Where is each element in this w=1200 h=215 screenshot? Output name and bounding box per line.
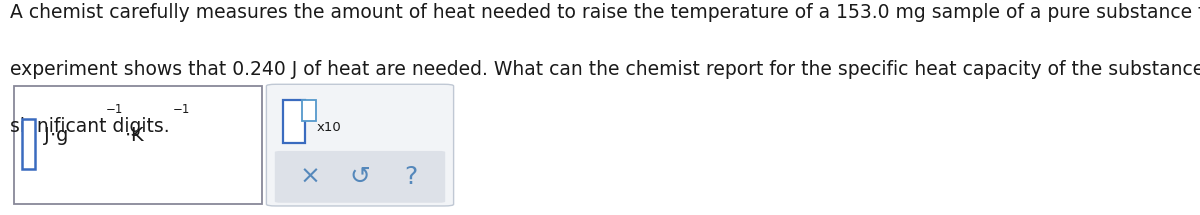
Text: A chemist carefully measures the amount of heat needed to raise the temperature : A chemist carefully measures the amount … — [10, 3, 1200, 22]
Bar — [22, 119, 35, 169]
Bar — [283, 100, 305, 143]
FancyBboxPatch shape — [275, 151, 445, 203]
Text: −1: −1 — [106, 103, 122, 116]
Text: significant digits.: significant digits. — [10, 117, 169, 136]
Text: experiment shows that 0.240 J of heat are needed. What can the chemist report fo: experiment shows that 0.240 J of heat ar… — [10, 60, 1200, 79]
Text: ×: × — [299, 165, 320, 189]
FancyBboxPatch shape — [266, 84, 454, 206]
Text: ?: ? — [403, 165, 418, 189]
Text: ↺: ↺ — [349, 165, 371, 189]
Text: −1: −1 — [173, 103, 190, 116]
Bar — [302, 100, 316, 121]
Text: x10: x10 — [317, 121, 342, 134]
Text: $\cdot$K: $\cdot$K — [124, 126, 145, 145]
Text: J$\cdot$g: J$\cdot$g — [43, 125, 68, 147]
Bar — [14, 86, 262, 204]
